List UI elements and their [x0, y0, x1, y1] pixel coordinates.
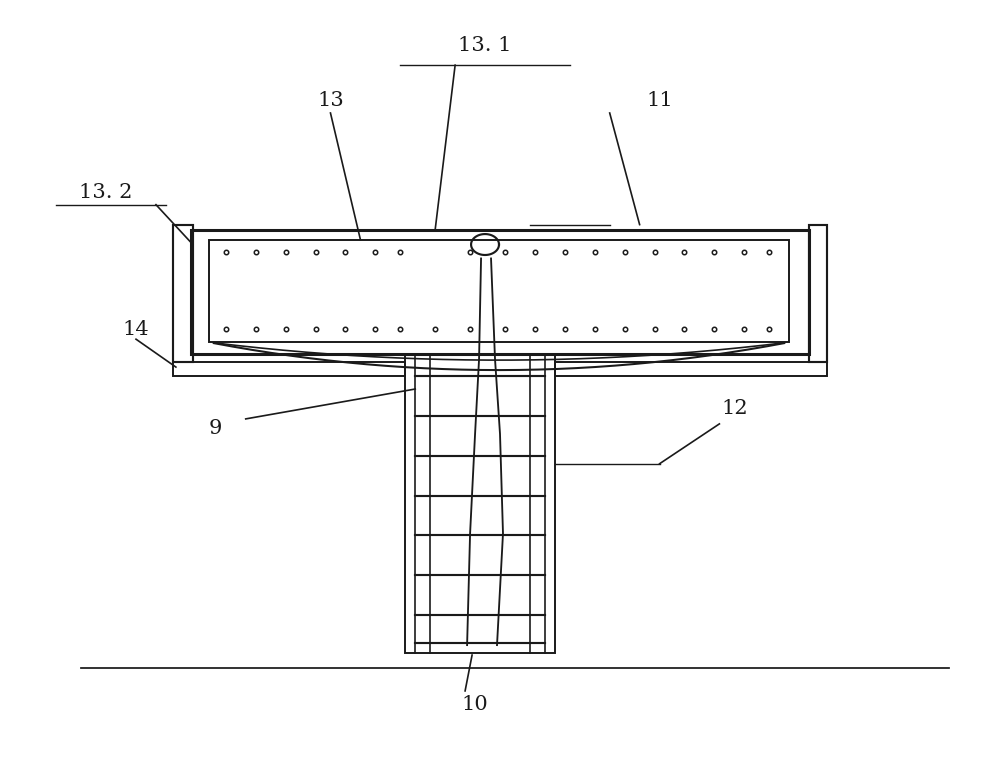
Bar [173, 224, 193, 362]
Text: 13. 1: 13. 1 [458, 36, 512, 55]
Bar [173, 362, 405, 376]
Bar [209, 240, 789, 342]
Text: 11: 11 [646, 90, 673, 110]
Text: 14: 14 [123, 320, 149, 339]
Text: 13. 2: 13. 2 [79, 183, 133, 202]
Text: 12: 12 [721, 399, 748, 419]
Text: 9: 9 [209, 419, 222, 438]
Bar [809, 224, 827, 362]
Bar [405, 354, 555, 653]
Text: 13: 13 [317, 90, 344, 110]
Text: 10: 10 [462, 695, 488, 714]
Bar [555, 362, 827, 376]
Bar [191, 230, 809, 354]
